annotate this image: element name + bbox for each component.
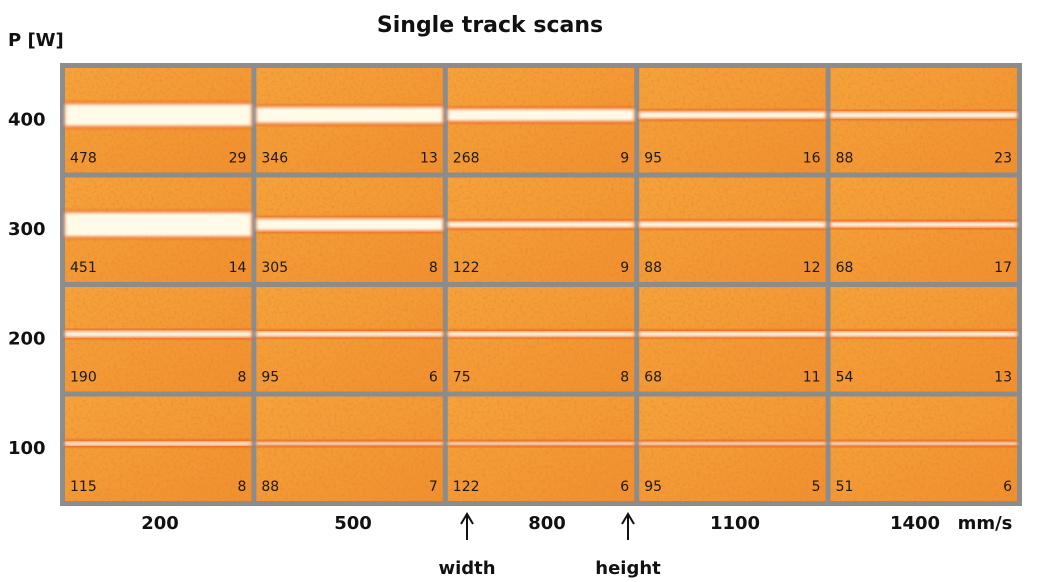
track — [256, 331, 443, 337]
track-width: 75 — [453, 370, 471, 386]
track-height: 16 — [803, 151, 821, 167]
scan-texture — [639, 177, 826, 282]
scan-texture — [830, 396, 1017, 501]
track — [639, 331, 826, 337]
column-label: 500 — [334, 513, 372, 534]
track-height: 14 — [229, 260, 247, 276]
track-width: 478 — [70, 151, 97, 167]
track — [639, 221, 826, 228]
track-width: 95 — [261, 370, 279, 386]
scan-texture — [639, 287, 826, 392]
track-height: 29 — [229, 151, 247, 167]
row-label: 200 — [8, 328, 46, 349]
row-label: 400 — [8, 109, 46, 130]
row-label: 100 — [8, 438, 46, 459]
track-width: 451 — [70, 260, 97, 276]
width-arrow — [460, 512, 474, 540]
scan-texture — [830, 287, 1017, 392]
track-height: 8 — [620, 370, 629, 386]
track-height: 6 — [429, 370, 438, 386]
y-label: P [W] — [8, 30, 64, 51]
track — [65, 212, 252, 237]
column-label: 1400 — [890, 513, 940, 534]
width-annotation: width — [438, 558, 495, 579]
track — [447, 221, 635, 228]
title: Single track scans — [377, 13, 603, 38]
track — [639, 111, 826, 119]
track — [256, 107, 443, 124]
track-height: 7 — [429, 479, 438, 495]
track-height: 9 — [620, 260, 629, 276]
track — [830, 331, 1017, 337]
track-width: 88 — [644, 260, 662, 276]
scan-texture — [830, 177, 1017, 282]
track-width: 305 — [261, 260, 288, 276]
track — [65, 104, 252, 127]
x-unit: mm/s — [958, 513, 1013, 534]
row-label: 300 — [8, 219, 46, 240]
track-width: 88 — [261, 479, 279, 495]
scan-texture — [639, 396, 826, 501]
track-width: 88 — [836, 151, 854, 167]
height-arrow — [621, 512, 635, 540]
track-width: 68 — [644, 370, 662, 386]
track-width: 68 — [836, 260, 854, 276]
height-annotation: height — [595, 558, 661, 579]
scan-texture — [447, 396, 635, 501]
track — [447, 442, 635, 446]
track-height: 13 — [994, 370, 1012, 386]
track — [830, 442, 1017, 446]
track-height: 11 — [803, 370, 821, 386]
track — [65, 331, 252, 338]
track-height: 8 — [237, 479, 246, 495]
track-height: 12 — [803, 260, 821, 276]
track-height: 23 — [994, 151, 1012, 167]
scan-texture — [256, 287, 443, 392]
track — [256, 218, 443, 231]
track — [256, 442, 443, 446]
track — [830, 222, 1017, 228]
track-width: 115 — [70, 479, 97, 495]
track-height: 9 — [620, 151, 629, 167]
track-width: 268 — [453, 151, 480, 167]
scan-texture — [65, 287, 252, 392]
track — [639, 442, 826, 446]
track-height: 8 — [237, 370, 246, 386]
track — [65, 441, 252, 446]
track-width: 122 — [453, 260, 480, 276]
column-label: 200 — [141, 513, 179, 534]
scan-texture — [65, 396, 252, 501]
column-label: 800 — [528, 513, 566, 534]
track — [830, 112, 1017, 119]
scan-texture — [256, 396, 443, 501]
track-width: 95 — [644, 479, 662, 495]
column-label: 1100 — [710, 513, 760, 534]
track-height: 5 — [812, 479, 821, 495]
scan-texture — [830, 68, 1017, 173]
track-width: 54 — [836, 370, 854, 386]
track-height: 13 — [420, 151, 438, 167]
track — [447, 331, 635, 337]
track-height: 17 — [994, 260, 1012, 276]
track-width: 346 — [261, 151, 288, 167]
track-width: 122 — [453, 479, 480, 495]
track-width: 95 — [644, 151, 662, 167]
track-width: 190 — [70, 370, 97, 386]
track-width: 51 — [836, 479, 854, 495]
track-height: 8 — [429, 260, 438, 276]
scan-texture — [447, 177, 635, 282]
track — [447, 109, 635, 122]
track-height: 6 — [1003, 479, 1012, 495]
track-height: 6 — [620, 479, 629, 495]
scan-texture — [447, 287, 635, 392]
